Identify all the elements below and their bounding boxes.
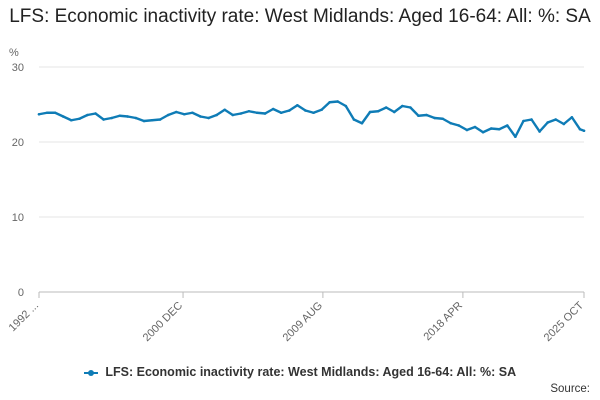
data-point[interactable] (473, 125, 477, 129)
data-point[interactable] (344, 104, 348, 108)
data-point[interactable] (134, 116, 138, 120)
y-tick-label: 10 (12, 212, 24, 224)
x-tick-label: 2000 DEC (141, 300, 185, 344)
x-tick-label: 2018 APR (421, 300, 465, 344)
data-point[interactable] (150, 118, 154, 122)
data-point[interactable] (320, 108, 323, 112)
x-tick-label: 1992 ... (7, 300, 41, 334)
data-point[interactable] (239, 112, 243, 115)
data-point[interactable] (304, 109, 307, 112)
data-point[interactable] (562, 122, 566, 126)
data-point[interactable] (457, 124, 461, 127)
data-point[interactable] (522, 119, 525, 123)
data-point[interactable] (271, 107, 275, 111)
data-point[interactable] (578, 127, 582, 131)
data-point[interactable] (441, 117, 445, 121)
data-point[interactable] (53, 111, 57, 115)
data-point[interactable] (61, 115, 65, 118)
data-point[interactable] (538, 130, 541, 133)
data-point[interactable] (207, 116, 210, 120)
data-point[interactable] (94, 112, 97, 115)
data-point[interactable] (582, 129, 586, 133)
data-point[interactable] (263, 112, 267, 115)
data-point[interactable] (433, 116, 436, 120)
y-tick-label: 30 (12, 62, 24, 74)
data-point[interactable] (360, 121, 364, 125)
tick-labels: 0 10 20 30% 1992 ... 2000 DEC 2009 AUG 2018 APR… (7, 47, 587, 344)
data-point[interactable] (166, 113, 170, 117)
data-point[interactable] (328, 100, 331, 104)
legend-line-marker-icon (83, 368, 98, 378)
data-point[interactable] (255, 111, 259, 115)
data-point[interactable] (409, 106, 412, 109)
data-point[interactable] (45, 111, 49, 115)
data-point[interactable] (102, 118, 105, 121)
series-layer (37, 100, 586, 139)
data-point[interactable] (530, 118, 533, 121)
data-point[interactable] (199, 115, 202, 118)
data-point[interactable] (174, 110, 178, 114)
y-tick-label: 20 (12, 137, 24, 149)
data-point[interactable] (110, 116, 113, 120)
y-axis-unit-label: % (9, 47, 19, 59)
data-point[interactable] (279, 111, 283, 115)
data-point[interactable] (465, 128, 469, 132)
data-point[interactable] (336, 100, 340, 103)
data-point[interactable] (231, 113, 235, 117)
data-point[interactable] (191, 111, 194, 115)
data-point[interactable] (352, 118, 356, 121)
data-point[interactable] (118, 114, 122, 118)
data-point[interactable] (368, 110, 372, 114)
data-point[interactable] (570, 115, 574, 119)
x-tick-label: 2009 AUG (281, 300, 325, 344)
data-point[interactable] (223, 108, 227, 112)
data-point[interactable] (86, 113, 89, 117)
data-point[interactable] (401, 104, 404, 108)
data-point[interactable] (392, 110, 396, 114)
data-point[interactable] (489, 127, 493, 130)
data-point[interactable] (554, 118, 558, 121)
chart-title: LFS: Economic inactivity rate: West Midl… (9, 6, 591, 27)
data-point[interactable] (505, 124, 509, 127)
data-point[interactable] (215, 113, 218, 117)
data-point[interactable] (546, 121, 549, 124)
data-point[interactable] (247, 109, 251, 113)
data-point[interactable] (497, 127, 501, 131)
data-point[interactable] (417, 114, 420, 118)
data-point[interactable] (296, 103, 299, 107)
data-point[interactable] (384, 106, 388, 109)
axes (38, 292, 585, 298)
data-point[interactable] (69, 118, 73, 122)
legend-label: LFS: Economic inactivity rate: West Midl… (105, 365, 517, 379)
gridlines (39, 66, 584, 293)
data-point[interactable] (78, 117, 81, 121)
data-point[interactable] (37, 112, 41, 116)
series-line[interactable] (37, 100, 586, 138)
data-point[interactable] (376, 109, 380, 113)
data-point[interactable] (142, 119, 146, 123)
data-point[interactable] (481, 130, 485, 134)
data-point[interactable] (287, 109, 291, 112)
legend[interactable]: LFS: Economic inactivity rate: West Midl… (0, 365, 600, 379)
y-tick-label: 0 (18, 287, 24, 299)
source-label: Source: (550, 383, 590, 395)
data-point[interactable] (425, 113, 428, 117)
x-tick-label: 2025 OCT (542, 299, 587, 344)
data-point[interactable] (158, 118, 162, 121)
data-point[interactable] (449, 121, 453, 125)
data-point[interactable] (514, 135, 517, 139)
data-point[interactable] (126, 115, 130, 118)
data-point[interactable] (312, 111, 315, 115)
data-point[interactable] (183, 112, 186, 116)
